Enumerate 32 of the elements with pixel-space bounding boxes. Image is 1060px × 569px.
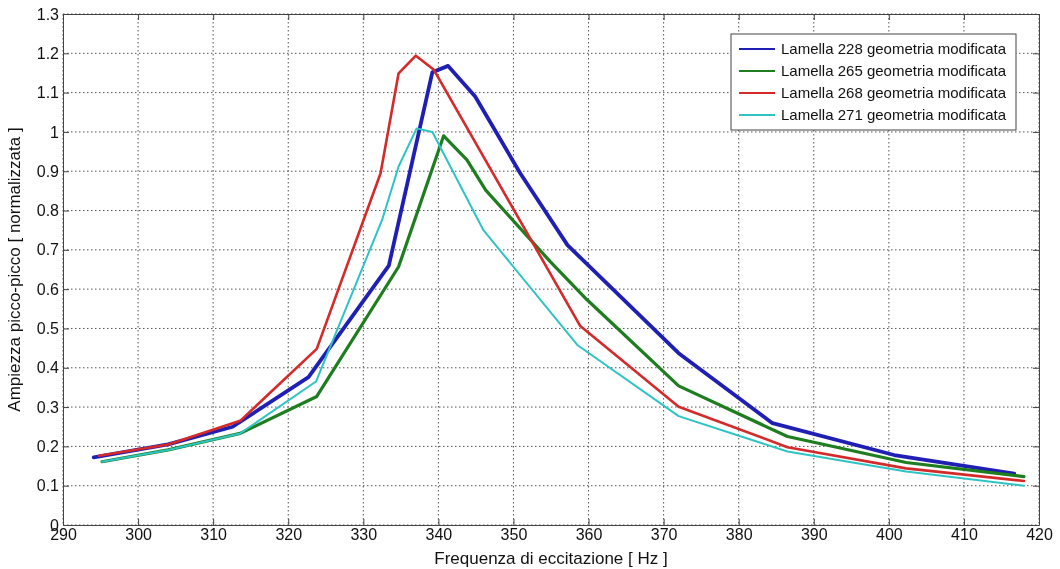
legend-label: Lamella 271 geometria modificata	[781, 106, 1007, 123]
legend-label: Lamella 228 geometria modificata	[781, 40, 1007, 57]
x-tick-label: 320	[275, 526, 303, 544]
y-tick-label: 0.9	[36, 162, 60, 180]
y-tick-label: 1	[50, 123, 60, 141]
y-axis-title: Ampiezza picco-picco [ normalizzata ]	[5, 127, 24, 412]
x-tick-label: 340	[425, 526, 453, 544]
x-tick-label: 390	[800, 526, 828, 544]
x-axis-title: Frequenza di eccitazione [ Hz ]	[434, 549, 668, 568]
y-tick-label: 0.4	[36, 359, 60, 377]
y-tick-label: 0.8	[36, 202, 60, 220]
x-tick-label: 300	[125, 526, 153, 544]
x-tick-label: 360	[575, 526, 603, 544]
x-tick-label: 330	[350, 526, 378, 544]
y-tick-label: 0.5	[36, 320, 60, 338]
x-tick-label: 380	[725, 526, 753, 544]
y-tick-label: 0.6	[36, 280, 60, 298]
x-tick-label: 400	[875, 526, 903, 544]
y-tick-label: 0.7	[36, 241, 60, 259]
legend-label: Lamella 268 geometria modificata	[781, 84, 1007, 101]
y-tick-label: 1.1	[36, 84, 60, 102]
x-tick-label: 410	[951, 526, 978, 544]
x-tick-label: 420	[1026, 526, 1053, 544]
x-tick-label: 350	[500, 526, 528, 544]
legend-label: Lamella 265 geometria modificata	[781, 62, 1007, 79]
x-tick-label: 310	[200, 526, 228, 544]
y-tick-label: 0.3	[36, 398, 60, 416]
y-tick-label: 1.2	[36, 44, 60, 62]
y-tick-label: 1.3	[36, 5, 60, 23]
y-tick-label: 0.1	[36, 477, 60, 495]
y-tick-label: 0.2	[36, 438, 60, 455]
x-tick-label: 370	[650, 526, 678, 544]
